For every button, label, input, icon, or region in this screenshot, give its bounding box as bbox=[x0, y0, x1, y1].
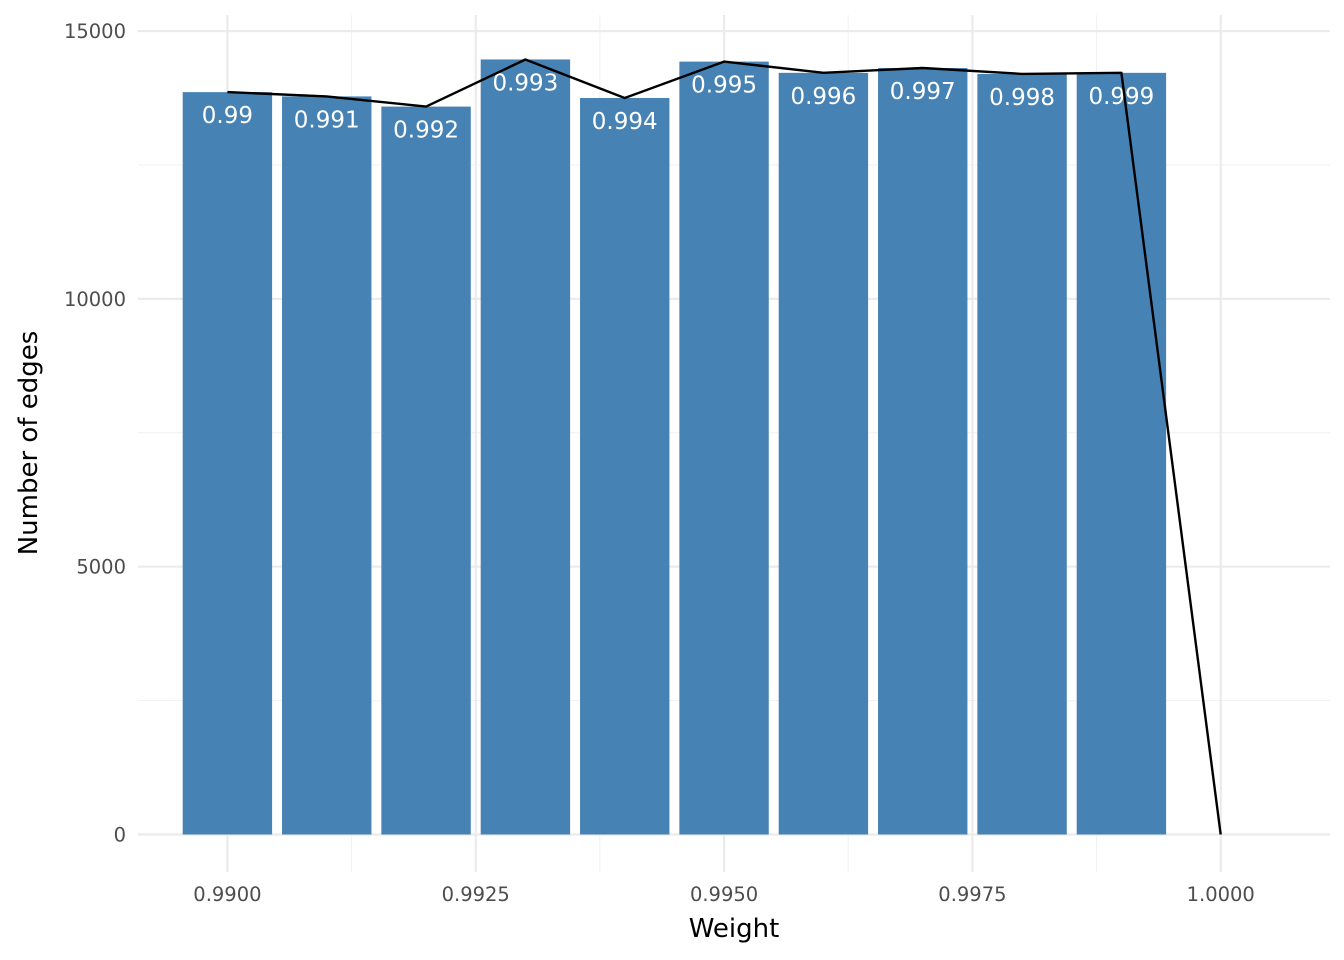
x-tick-label: 0.9975 bbox=[938, 883, 1006, 906]
x-tick-label: 0.9900 bbox=[193, 883, 261, 906]
bar bbox=[580, 98, 670, 835]
bar-data-labels: 0.99 0.991 0.992 0.993 0.994 0.995 0.996 0.997 0… bbox=[202, 70, 1155, 143]
x-axis-ticks: 0.9900 0.9925 0.9950 0.9975 1.0000 bbox=[193, 883, 1255, 906]
bar bbox=[878, 68, 968, 835]
bar bbox=[679, 61, 769, 835]
y-axis-ticks: 0 5000 10000 15000 bbox=[64, 20, 126, 846]
x-tick-label: 1.0000 bbox=[1187, 883, 1255, 906]
y-tick-label: 0 bbox=[114, 824, 126, 847]
bar-data-label: 0.992 bbox=[393, 118, 459, 144]
x-axis-title: Weight bbox=[689, 914, 780, 944]
bar-data-label: 0.997 bbox=[890, 79, 956, 105]
bar-data-label: 0.993 bbox=[492, 70, 558, 96]
bar bbox=[282, 96, 372, 835]
bar bbox=[977, 73, 1067, 835]
bar-data-label: 0.996 bbox=[790, 84, 856, 110]
bar bbox=[182, 92, 273, 835]
bar-data-label: 0.999 bbox=[1088, 84, 1154, 110]
y-axis-title: Number of edges bbox=[14, 331, 44, 556]
bar-data-label: 0.99 bbox=[202, 103, 253, 129]
y-tick-label: 15000 bbox=[64, 20, 126, 43]
bar-data-label: 0.994 bbox=[592, 109, 658, 135]
bar-series bbox=[182, 59, 1167, 835]
x-tick-label: 0.9925 bbox=[442, 883, 510, 906]
x-tick-label: 0.9950 bbox=[690, 883, 758, 906]
bar-data-label: 0.995 bbox=[691, 73, 757, 99]
line-series bbox=[227, 58, 1222, 835]
bar-data-label: 0.991 bbox=[294, 107, 360, 133]
bar bbox=[1076, 72, 1167, 835]
bar bbox=[480, 59, 571, 835]
y-tick-label: 10000 bbox=[64, 288, 126, 311]
y-tick-label: 5000 bbox=[76, 556, 126, 579]
bar bbox=[778, 72, 869, 835]
bar bbox=[381, 106, 471, 835]
bar-data-label: 0.998 bbox=[989, 85, 1055, 111]
series-line bbox=[227, 58, 1222, 835]
